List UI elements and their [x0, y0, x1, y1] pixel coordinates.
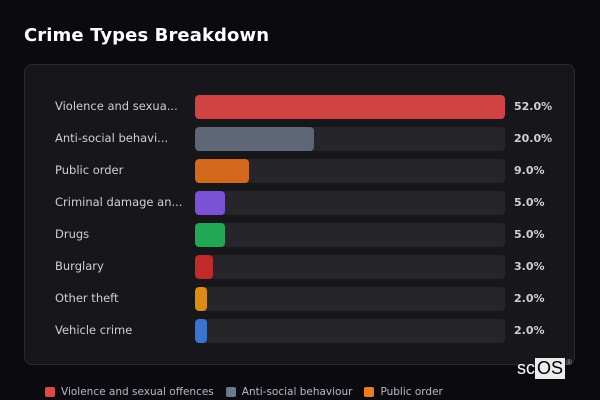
legend-item[interactable]: Public order — [364, 386, 443, 398]
bar-value: 20.0% — [514, 132, 553, 145]
bar-track — [195, 159, 505, 183]
bar-label: Other theft — [55, 291, 119, 305]
bar-track — [195, 287, 505, 311]
legend-item[interactable]: Violence and sexual offences — [45, 386, 214, 398]
bar-value: 52.0% — [514, 100, 553, 113]
legend-label: Violence and sexual offences — [61, 386, 214, 398]
bar-label: Anti-social behavi... — [55, 131, 169, 145]
bar-fill[interactable] — [195, 159, 249, 183]
bar-label: Criminal damage an... — [55, 195, 183, 209]
legend-swatch-icon — [45, 387, 55, 397]
bar-fill[interactable] — [195, 191, 225, 215]
bar-row[interactable]: Violence and sexua... 52.0% — [25, 95, 574, 119]
bar-value: 5.0% — [514, 228, 545, 241]
bar-label: Drugs — [55, 227, 90, 241]
bar-track — [195, 127, 505, 151]
legend-label: Public order — [380, 386, 443, 398]
legend-item[interactable]: Anti-social behaviour — [225, 386, 353, 398]
bar-fill[interactable] — [195, 255, 213, 279]
legend-label: Anti-social behaviour — [241, 386, 353, 398]
bar-row[interactable]: Other theft 2.0% — [25, 287, 574, 311]
bar-track — [195, 95, 505, 119]
bar-row[interactable]: Criminal damage an... 5.0% — [25, 191, 574, 215]
registered-mark-icon: ® — [566, 358, 572, 367]
bar-row[interactable]: Vehicle crime 2.0% — [25, 319, 574, 343]
watermark-text-a: sc — [517, 358, 535, 378]
bar-row[interactable]: Public order 9.0% — [25, 159, 574, 183]
bar-fill[interactable] — [195, 319, 208, 343]
legend-swatch-icon — [364, 387, 375, 397]
bar-value: 2.0% — [514, 292, 545, 305]
bar-row[interactable]: Drugs 5.0% — [25, 223, 574, 247]
bar-value: 3.0% — [514, 260, 545, 273]
bar-label: Vehicle crime — [55, 323, 133, 337]
legend-swatch-icon — [225, 387, 236, 397]
bar-label: Public order — [55, 163, 124, 177]
bar-track — [195, 191, 505, 215]
chart-panel: Violence and sexua... 52.0% Anti-social be… — [24, 64, 575, 365]
bar-value: 9.0% — [514, 164, 545, 177]
bar-row[interactable]: Burglary 3.0% — [25, 255, 574, 279]
bar-value: 2.0% — [514, 324, 545, 337]
bar-fill[interactable] — [195, 223, 225, 247]
bar-track — [195, 319, 505, 343]
watermark-text-b: OS — [535, 358, 566, 379]
bar-row[interactable]: Anti-social behavi... 20.0% — [25, 127, 574, 151]
chart-legend: Violence and sexual offences Anti-social … — [45, 386, 443, 398]
bar-track — [195, 223, 505, 247]
chart-title: Crime Types Breakdown — [24, 25, 270, 46]
bar-label: Violence and sexua... — [55, 99, 178, 113]
bar-fill[interactable] — [195, 287, 208, 311]
bar-fill[interactable] — [195, 95, 505, 119]
bar-track — [195, 255, 505, 279]
scos-watermark-logo: sc OS ® — [517, 358, 572, 379]
bar-value: 5.0% — [514, 196, 545, 209]
bar-fill[interactable] — [195, 127, 315, 151]
bar-label: Burglary — [55, 259, 104, 273]
